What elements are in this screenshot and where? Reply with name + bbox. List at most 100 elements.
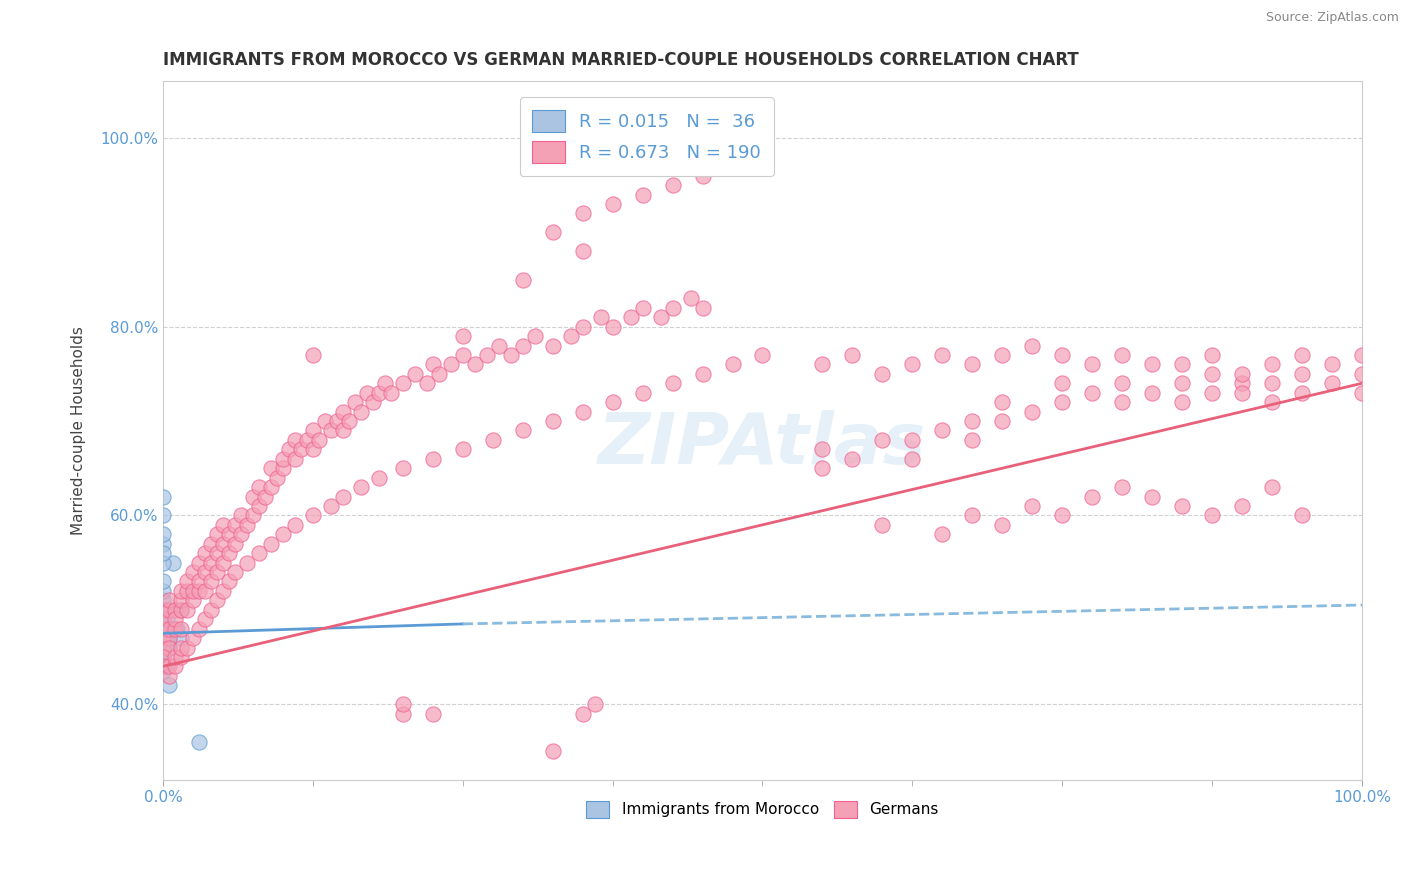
Point: [194, 583, 217, 598]
Point: [1201, 508, 1223, 523]
Point: [1230, 376, 1253, 391]
Point: [152, 649, 174, 664]
Point: [155, 631, 177, 645]
Point: [212, 583, 235, 598]
Point: [661, 376, 683, 391]
Point: [152, 640, 174, 655]
Point: [163, 649, 186, 664]
Point: [440, 358, 463, 372]
Point: [271, 461, 294, 475]
Point: [205, 546, 228, 560]
Point: [308, 433, 330, 447]
Point: [523, 329, 546, 343]
Point: [152, 626, 174, 640]
Point: [602, 395, 624, 409]
Point: [242, 508, 264, 523]
Point: [512, 424, 534, 438]
Point: [337, 414, 360, 428]
Point: [152, 593, 174, 607]
Point: [811, 461, 834, 475]
Point: [236, 556, 259, 570]
Point: [295, 433, 318, 447]
Point: [1320, 358, 1343, 372]
Point: [451, 348, 474, 362]
Point: [872, 517, 894, 532]
Point: [152, 659, 174, 673]
Point: [1201, 385, 1223, 400]
Point: [391, 697, 413, 711]
Point: [302, 424, 325, 438]
Point: [1140, 490, 1163, 504]
Point: [260, 480, 283, 494]
Point: [326, 414, 349, 428]
Point: [931, 424, 953, 438]
Point: [560, 329, 582, 343]
Point: [152, 603, 174, 617]
Point: [152, 574, 174, 589]
Point: [1230, 385, 1253, 400]
Point: [332, 490, 354, 504]
Point: [367, 385, 389, 400]
Point: [170, 593, 193, 607]
Point: [602, 197, 624, 211]
Point: [188, 622, 211, 636]
Point: [1261, 376, 1284, 391]
Point: [157, 622, 180, 636]
Point: [1021, 499, 1043, 513]
Point: [1052, 395, 1074, 409]
Point: [242, 490, 264, 504]
Point: [991, 414, 1014, 428]
Y-axis label: Married-couple Households: Married-couple Households: [72, 326, 86, 535]
Text: IMMIGRANTS FROM MOROCCO VS GERMAN MARRIED-COUPLE HOUSEHOLDS CORRELATION CHART: IMMIGRANTS FROM MOROCCO VS GERMAN MARRIE…: [163, 51, 1078, 69]
Point: [290, 442, 312, 457]
Point: [188, 583, 211, 598]
Point: [157, 678, 180, 692]
Point: [155, 622, 177, 636]
Point: [162, 556, 184, 570]
Point: [181, 593, 204, 607]
Point: [152, 645, 174, 659]
Point: [343, 395, 366, 409]
Point: [152, 655, 174, 669]
Point: [284, 517, 307, 532]
Point: [1171, 499, 1194, 513]
Point: [157, 593, 180, 607]
Point: [692, 367, 714, 381]
Point: [176, 640, 198, 655]
Point: [901, 433, 924, 447]
Point: [200, 603, 222, 617]
Point: [1081, 385, 1104, 400]
Point: [181, 583, 204, 598]
Point: [152, 508, 174, 523]
Point: [541, 414, 564, 428]
Point: [451, 442, 474, 457]
Point: [991, 348, 1014, 362]
Point: [1230, 367, 1253, 381]
Point: [181, 565, 204, 579]
Point: [170, 622, 193, 636]
Point: [1261, 358, 1284, 372]
Point: [224, 565, 246, 579]
Point: [152, 631, 174, 645]
Point: [1081, 358, 1104, 372]
Point: [194, 546, 217, 560]
Point: [962, 358, 984, 372]
Point: [166, 622, 188, 636]
Point: [1291, 348, 1313, 362]
Point: [1201, 348, 1223, 362]
Point: [1320, 376, 1343, 391]
Point: [205, 527, 228, 541]
Point: [319, 499, 342, 513]
Point: [1171, 358, 1194, 372]
Point: [1081, 490, 1104, 504]
Point: [872, 367, 894, 381]
Point: [1140, 385, 1163, 400]
Point: [356, 385, 378, 400]
Point: [170, 603, 193, 617]
Point: [1140, 358, 1163, 372]
Text: ZIPAtlas: ZIPAtlas: [598, 410, 927, 479]
Point: [1291, 367, 1313, 381]
Point: [1261, 395, 1284, 409]
Point: [811, 442, 834, 457]
Point: [332, 424, 354, 438]
